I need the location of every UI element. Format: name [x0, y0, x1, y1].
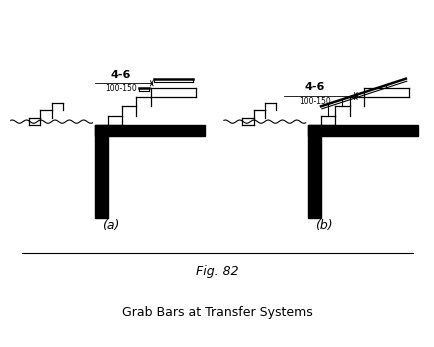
- Text: Fig. 82: Fig. 82: [196, 265, 238, 278]
- Text: (b): (b): [315, 219, 332, 232]
- Text: Grab Bars at Transfer Systems: Grab Bars at Transfer Systems: [122, 306, 312, 319]
- Polygon shape: [307, 125, 417, 136]
- Polygon shape: [94, 125, 108, 218]
- Text: 4-6: 4-6: [111, 70, 131, 79]
- Polygon shape: [94, 125, 204, 136]
- Text: 100-150: 100-150: [298, 97, 330, 106]
- Polygon shape: [307, 125, 320, 218]
- Text: 100-150: 100-150: [105, 84, 137, 93]
- Text: 4-6: 4-6: [304, 82, 324, 92]
- Text: (a): (a): [102, 219, 119, 232]
